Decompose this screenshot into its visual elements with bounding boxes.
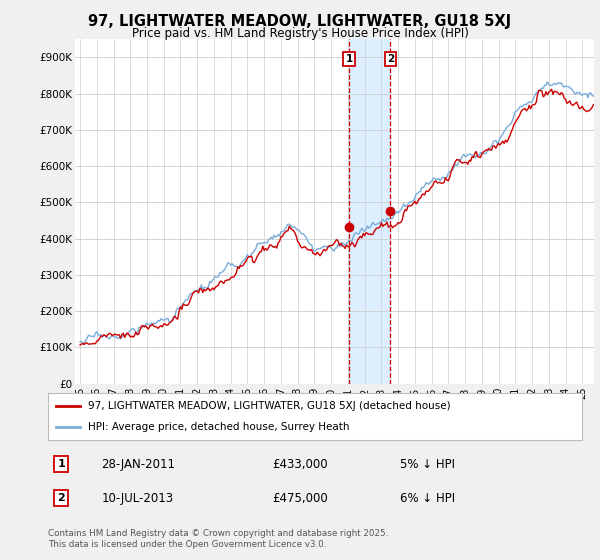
Text: Contains HM Land Registry data © Crown copyright and database right 2025.
This d: Contains HM Land Registry data © Crown c… [48, 529, 388, 549]
Text: 1: 1 [58, 459, 65, 469]
Text: 5% ↓ HPI: 5% ↓ HPI [400, 458, 455, 470]
Text: 97, LIGHTWATER MEADOW, LIGHTWATER, GU18 5XJ: 97, LIGHTWATER MEADOW, LIGHTWATER, GU18 … [88, 14, 512, 29]
Text: 28-JAN-2011: 28-JAN-2011 [101, 458, 175, 470]
Text: 97, LIGHTWATER MEADOW, LIGHTWATER, GU18 5XJ (detached house): 97, LIGHTWATER MEADOW, LIGHTWATER, GU18 … [88, 400, 451, 410]
Text: 1: 1 [346, 54, 353, 64]
Text: 6% ↓ HPI: 6% ↓ HPI [400, 492, 455, 505]
Bar [349, 39, 391, 384]
Text: Price paid vs. HM Land Registry's House Price Index (HPI): Price paid vs. HM Land Registry's House … [131, 27, 469, 40]
Text: 2: 2 [387, 54, 394, 64]
Text: £475,000: £475,000 [272, 492, 328, 505]
Text: 2: 2 [58, 493, 65, 503]
Text: £433,000: £433,000 [272, 458, 328, 470]
Text: 10-JUL-2013: 10-JUL-2013 [101, 492, 173, 505]
Text: HPI: Average price, detached house, Surrey Heath: HPI: Average price, detached house, Surr… [88, 422, 350, 432]
